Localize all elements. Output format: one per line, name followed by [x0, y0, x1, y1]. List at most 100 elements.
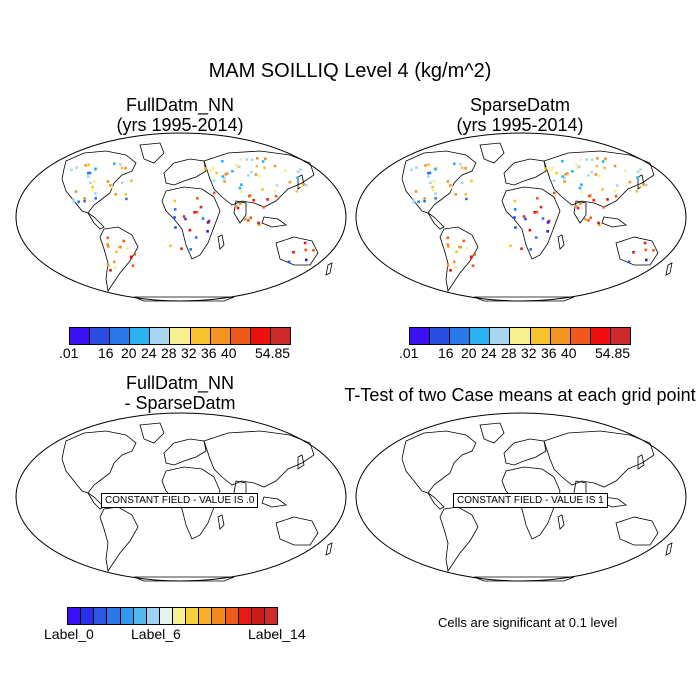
colorbar-swatch: [410, 328, 431, 344]
grid-cell: [584, 217, 587, 221]
grid-cell: [446, 236, 450, 240]
coastline: [217, 514, 225, 530]
grid-cell: [459, 245, 462, 249]
grid-cell: [273, 189, 277, 193]
grid-cell: [106, 236, 110, 240]
coastline: [139, 142, 165, 164]
grid-cell: [184, 217, 187, 221]
panel2-title: SparseDatm (yrs 1995-2014): [365, 95, 675, 135]
colorbar-swatch: [90, 328, 111, 344]
grid-cell: [427, 171, 430, 175]
grid-cell: [288, 180, 292, 184]
grid-cell: [72, 200, 76, 204]
grid-cell: [249, 216, 252, 220]
grid-cell: [465, 247, 469, 250]
coastline: [637, 454, 645, 470]
grid-cell: [300, 185, 304, 188]
grid-cell: [552, 179, 556, 182]
grid-cell: [449, 269, 452, 272]
grid-cell: [597, 174, 601, 178]
grid-cell: [643, 241, 647, 245]
grid-cell: [273, 164, 277, 168]
coastline: [261, 496, 288, 508]
colorbar-swatch: [550, 328, 571, 344]
grid-cell: [295, 190, 299, 193]
grid-cell: [603, 166, 606, 170]
grid-cell: [427, 175, 430, 178]
grid-cell: [590, 158, 594, 162]
grid-cell: [296, 170, 300, 174]
grid-cell: [87, 175, 90, 178]
grid-cell: [524, 217, 527, 221]
grid-cell: [231, 170, 234, 173]
grid-cell: [236, 166, 239, 169]
panel2-title-line1: SparseDatm: [469, 95, 571, 115]
grid-cell: [96, 166, 99, 170]
grid-cell: [535, 210, 539, 214]
grid-cell: [613, 164, 617, 168]
map-fulldatm: [15, 132, 347, 302]
grid-cell: [522, 215, 526, 218]
grid-cell: [459, 163, 462, 166]
coastline: [615, 236, 659, 266]
coastline: [427, 492, 445, 510]
grid-cell: [576, 206, 580, 210]
grid-cell: [180, 247, 183, 250]
grid-cell: [595, 164, 599, 168]
grid-cell: [212, 179, 216, 182]
grid-cell: [465, 197, 468, 201]
coastline: [427, 212, 445, 230]
cbar2-label-2: 20: [461, 345, 477, 361]
coastline: [557, 514, 565, 530]
grid-cell: [84, 164, 87, 167]
grid-cell: [234, 204, 238, 208]
grid-cell: [464, 166, 467, 170]
grid-cell: [247, 194, 251, 198]
grid-cell: [122, 239, 126, 243]
coastline: [473, 296, 575, 302]
grid-cell: [118, 245, 121, 249]
colorbar-swatch: [110, 328, 131, 344]
grid-cell: [87, 171, 90, 175]
grid-cell: [536, 197, 539, 200]
grid-cell: [206, 221, 210, 224]
grid-cell: [254, 173, 258, 176]
grid-cell: [195, 210, 199, 214]
grid-cell: [642, 183, 645, 186]
grid-cell: [628, 180, 632, 184]
coastline: [543, 150, 655, 208]
coastline: [665, 542, 673, 556]
colorbar-swatch: [230, 328, 251, 344]
grid-cell: [207, 219, 211, 223]
colorbar-swatch: [570, 328, 591, 344]
grid-cell: [574, 204, 578, 208]
colorbar-swatch: [225, 608, 239, 624]
grid-cell: [544, 167, 547, 170]
colorbar-swatch: [146, 608, 160, 624]
grid-cell: [580, 183, 583, 186]
coastline: [479, 142, 505, 164]
grid-cell: [94, 197, 97, 200]
significance-note: Cells are significant at 0.1 level: [438, 615, 618, 630]
cbar2-label-6: 36: [541, 345, 557, 361]
grid-cell: [133, 253, 136, 256]
grid-cell: [434, 168, 437, 171]
coastline: [557, 234, 565, 250]
colorbar-swatch: [94, 608, 108, 624]
grid-cell: [454, 266, 457, 269]
grid-cell: [551, 166, 555, 169]
grid-cell: [182, 215, 186, 218]
grid-cell: [83, 197, 86, 200]
grid-cell: [462, 239, 466, 243]
grid-cell: [91, 185, 94, 189]
grid-cell: [615, 184, 619, 187]
grid-cell: [623, 169, 627, 172]
grid-cell: [77, 200, 80, 204]
grid-cell: [471, 264, 475, 267]
colorbar-sparsedatm: [409, 327, 631, 345]
grid-cell: [305, 183, 308, 187]
grid-cell: [452, 260, 456, 264]
grid-cell: [597, 221, 600, 225]
grid-cell: [429, 181, 432, 185]
grid-cell: [575, 163, 578, 167]
